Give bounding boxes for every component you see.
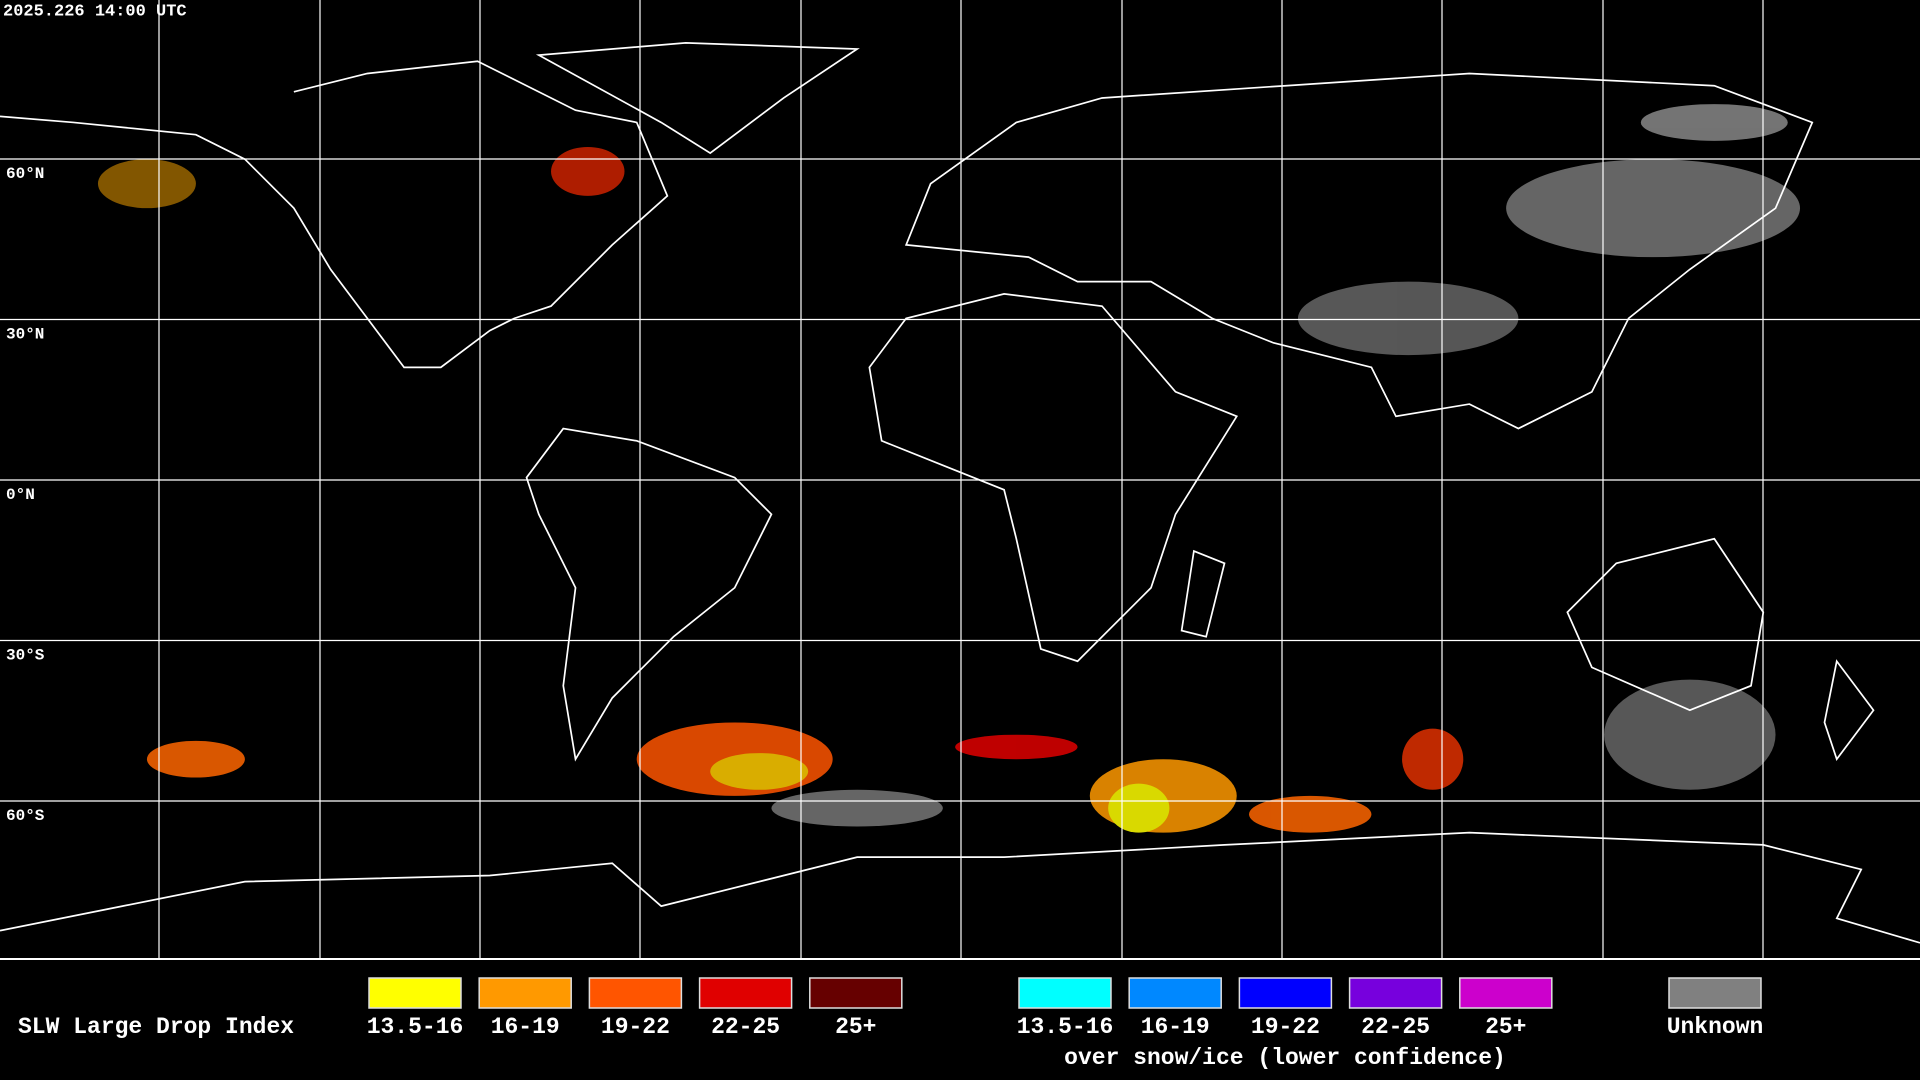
legend-label: 25+ (835, 1014, 876, 1040)
legend-swatch (588, 977, 683, 1009)
coastlines (0, 41, 1920, 944)
lat-label: 60°S (6, 807, 45, 825)
graticule (0, 0, 1920, 958)
lat-label: 0°N (6, 486, 35, 504)
legend-swatch (1348, 977, 1443, 1009)
legend-label: 13.5-16 (1017, 1014, 1114, 1040)
legend-label: 19-22 (1251, 1014, 1320, 1040)
legend: 13.5-16 16-19 19-22 22-25 25+ 13.5-16 16-19 19-… (367, 977, 1764, 1071)
legend-swatch (1459, 977, 1553, 1009)
map-border (0, 958, 1920, 960)
legend-label: 13.5-16 (367, 1014, 464, 1040)
legend-label: 19-22 (601, 1014, 670, 1040)
legend-title: SLW Large Drop Index (18, 1014, 294, 1040)
legend-swatch (809, 977, 903, 1009)
legend-swatch (478, 977, 572, 1009)
legend-label: 25+ (1485, 1014, 1526, 1040)
lat-label: 30°S (6, 647, 45, 665)
lat-label: 30°N (6, 326, 44, 344)
lat-labels: 60°N 30°N 0°N 30°S 60°S (6, 165, 45, 825)
cloud-patches (97, 104, 1801, 833)
legend-swatch (698, 977, 793, 1009)
lat-label: 60°N (6, 165, 44, 183)
legend-label: 22-25 (1361, 1014, 1430, 1040)
legend-swatch (368, 977, 462, 1009)
legend-label: Unknown (1667, 1014, 1764, 1040)
legend-label: 16-19 (1141, 1014, 1210, 1040)
legend-swatch (1238, 977, 1333, 1009)
map-layer (0, 41, 1920, 944)
timestamp: 2025.226 14:00 UTC (3, 2, 187, 21)
legend-label: 22-25 (711, 1014, 780, 1040)
legend-note: over snow/ice (lower confidence) (1064, 1045, 1506, 1071)
legend-swatch (1668, 977, 1762, 1009)
legend-swatch (1128, 977, 1222, 1009)
legend-swatch (1018, 977, 1112, 1009)
legend-label: 16-19 (491, 1014, 560, 1040)
